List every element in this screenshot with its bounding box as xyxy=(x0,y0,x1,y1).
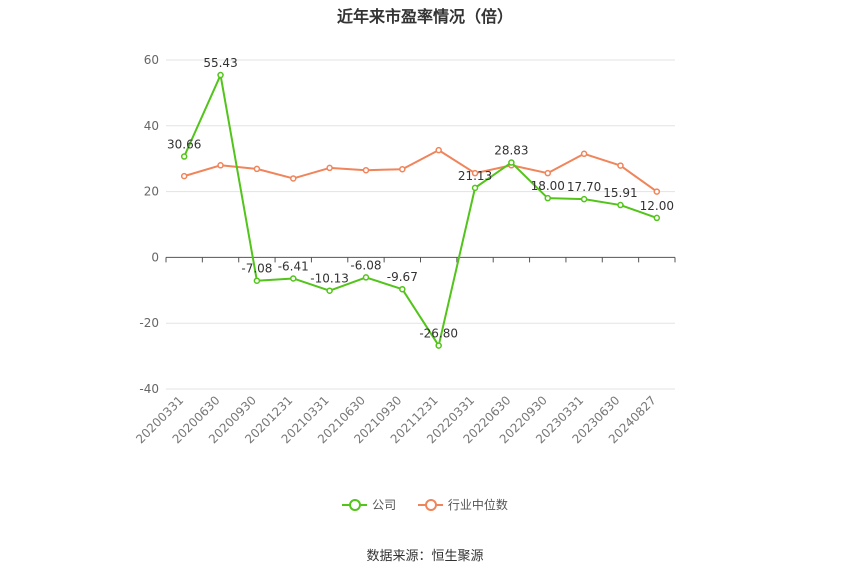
company-data-label: 12.00 xyxy=(640,199,674,213)
legend-swatch-industry-median xyxy=(417,498,443,512)
industry-median-point xyxy=(580,150,588,158)
company-point xyxy=(399,285,406,293)
company-point xyxy=(544,194,551,202)
company-point xyxy=(508,159,515,166)
company-point xyxy=(653,214,661,222)
company-data-label: -10.13 xyxy=(310,272,349,286)
y-tick-label: 0 xyxy=(151,250,159,264)
company-data-label: -26.80 xyxy=(419,327,458,341)
industry-median-point xyxy=(362,166,370,174)
y-tick-label: -20 xyxy=(139,316,159,330)
company-data-label: 18.00 xyxy=(531,179,565,193)
company-data-label: 28.83 xyxy=(494,144,528,158)
data-source-note: 数据来源：恒生聚源 xyxy=(366,549,484,564)
industry-median-point xyxy=(471,169,479,177)
y-tick-label: 40 xyxy=(144,119,159,133)
company-data-label: -6.41 xyxy=(278,259,309,273)
y-tick-label: 60 xyxy=(144,53,159,67)
industry-median-point xyxy=(180,172,188,180)
legend: 公司 行业中位数 xyxy=(0,496,850,515)
industry-median-point xyxy=(290,175,297,182)
legend-label-industry-median: 行业中位数 xyxy=(447,498,508,512)
company-point xyxy=(362,274,370,281)
company-point xyxy=(617,201,624,209)
legend-label-company: 公司 xyxy=(372,498,397,512)
industry-median-series-line xyxy=(183,149,658,193)
industry-median-point xyxy=(544,169,551,177)
company-data-label: -7.08 xyxy=(241,262,272,276)
company-data-label: 15.91 xyxy=(603,186,637,200)
industry-median-point xyxy=(435,146,442,154)
series-layer xyxy=(180,71,661,349)
legend-item-industry-median[interactable]: 行业中位数 xyxy=(417,496,508,513)
legend-item-company[interactable]: 公司 xyxy=(342,496,396,513)
chart-title: 近年来市盈率情况（倍） xyxy=(336,7,513,26)
company-point xyxy=(217,71,224,79)
company-series-line xyxy=(183,74,658,347)
company-data-label: 30.66 xyxy=(167,138,201,152)
company-point xyxy=(253,277,261,284)
legend-swatch-company xyxy=(342,498,368,512)
industry-median-point xyxy=(217,162,224,169)
company-point xyxy=(580,195,588,203)
company-data-label: -6.08 xyxy=(350,258,381,272)
company-data-label: 21.13 xyxy=(458,169,492,183)
industry-median-point xyxy=(653,188,661,195)
y-axis: 60 40 20 0 -20 -40 xyxy=(139,53,159,396)
y-tick-label: -40 xyxy=(139,382,159,396)
company-data-label: 17.70 xyxy=(567,180,601,194)
company-point xyxy=(326,287,333,294)
company-data-label: -9.67 xyxy=(387,270,418,284)
industry-median-point xyxy=(326,164,333,172)
company-point xyxy=(180,153,188,160)
data-labels: 30.66 55.43 -7.08 -6.41-10.13-6.08 -9.67 -26.… xyxy=(167,56,674,341)
y-tick-label: 20 xyxy=(144,185,159,199)
industry-median-point xyxy=(617,162,624,169)
company-point xyxy=(290,275,297,282)
company-point xyxy=(435,342,442,349)
industry-median-point xyxy=(399,165,406,173)
industry-median-point xyxy=(253,165,261,173)
x-axis: 2020033120200630202009302020123120210331… xyxy=(133,257,676,446)
company-data-label: 55.43 xyxy=(203,56,237,70)
company-point xyxy=(471,184,479,192)
